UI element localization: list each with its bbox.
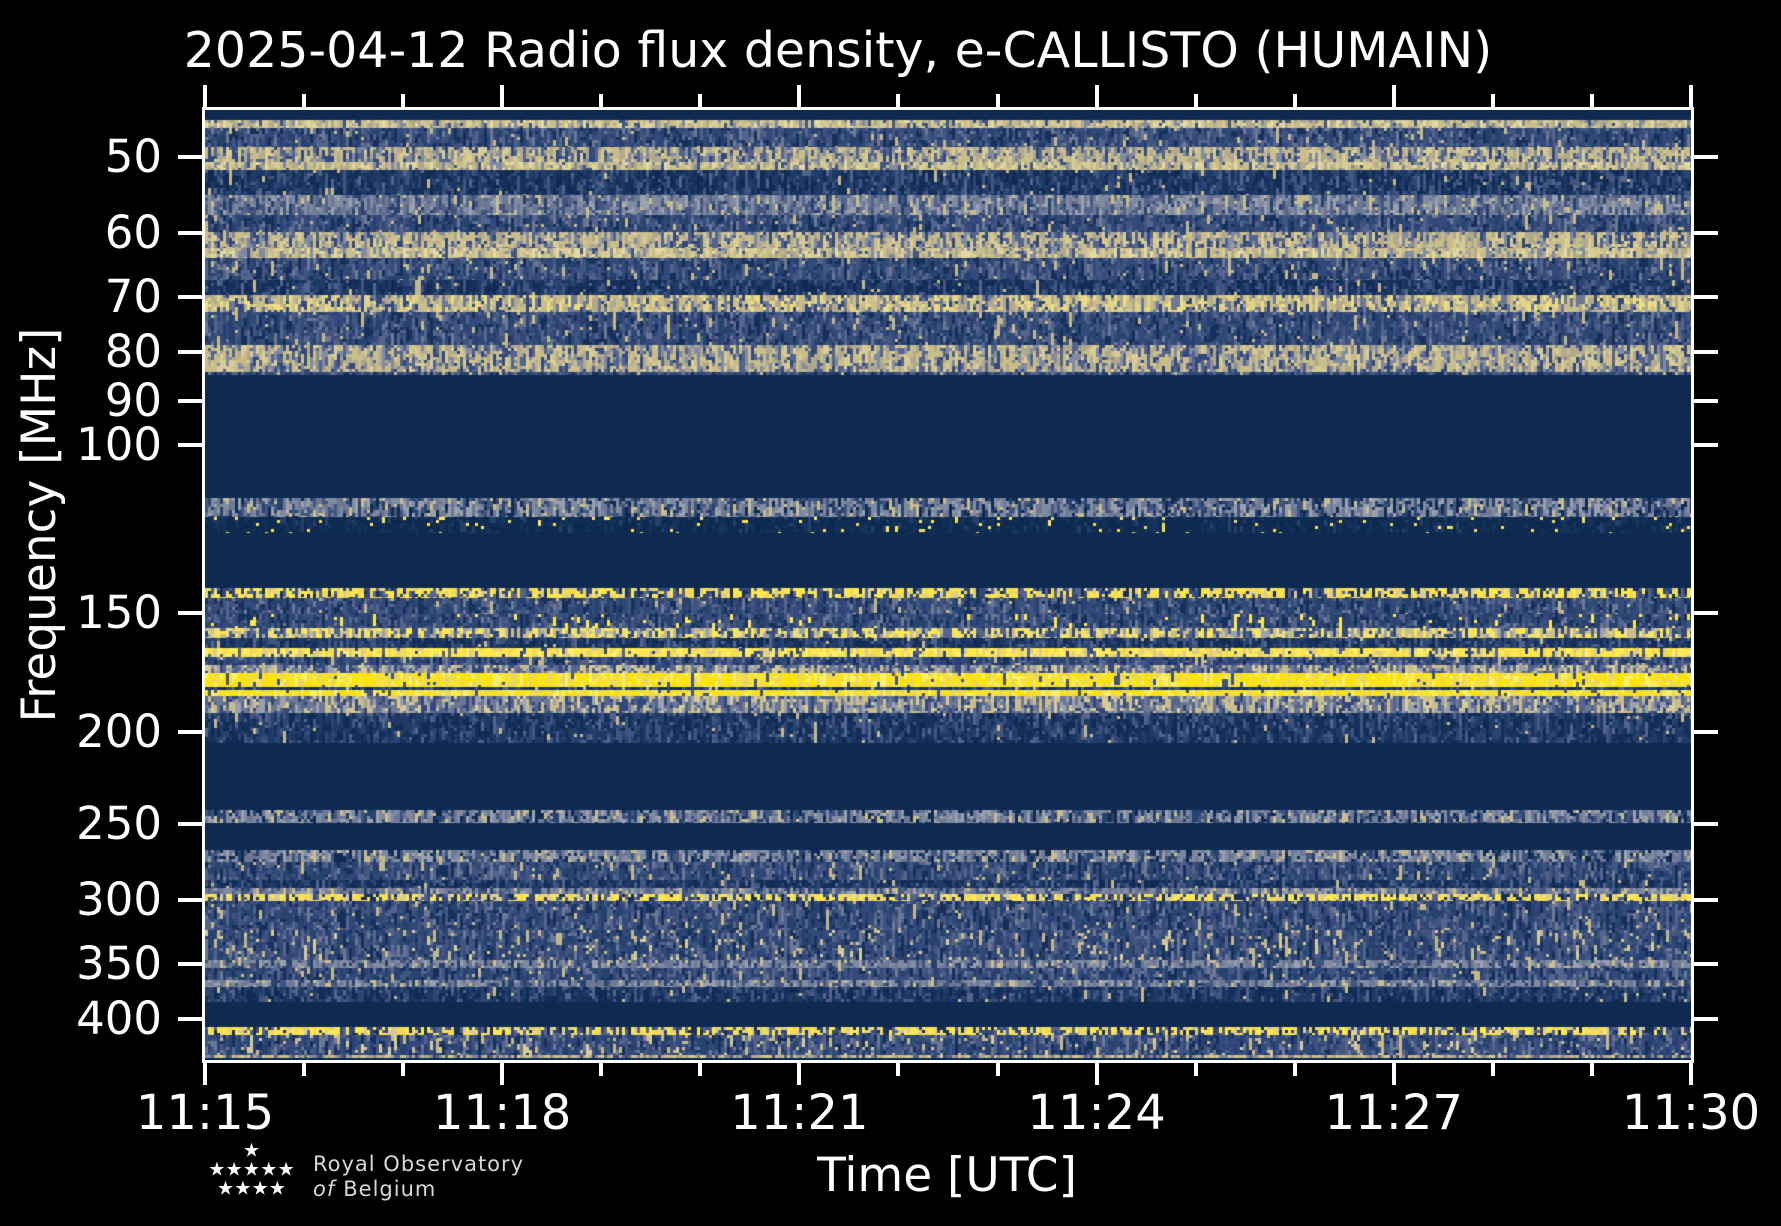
y-major-tick	[178, 442, 202, 447]
y-tick-label: 300	[76, 872, 162, 926]
y-major-tick-right	[1694, 729, 1718, 734]
y-major-tick-right	[1694, 398, 1718, 403]
y-major-tick-right	[1694, 1017, 1718, 1021]
y-tick-label: 150	[76, 585, 162, 639]
star-icon: ★	[260, 1158, 278, 1181]
star-icon: ★	[225, 1158, 243, 1181]
x-axis-label: Time [UTC]	[817, 1148, 1077, 1203]
x-minor-tick	[1589, 1063, 1594, 1076]
y-major-tick	[178, 822, 202, 827]
rob-logo-text-line1: Royal Observatory	[313, 1152, 525, 1176]
x-major-tick	[1689, 1063, 1693, 1085]
x-major-tick	[500, 1063, 505, 1085]
y-axis-label: Frequency [MHz]	[12, 327, 67, 723]
star-icon: ★	[268, 1177, 286, 1200]
chart-title: 2025-04-12 Radio flux density, e-CALLIST…	[183, 22, 1493, 79]
x-minor-tick-top	[698, 94, 703, 107]
star-icon: ★	[251, 1177, 269, 1200]
star-icon: ★	[242, 1139, 261, 1162]
x-tick-label: 11:15	[135, 1085, 275, 1141]
star-icon: ★	[234, 1177, 252, 1200]
x-major-tick	[797, 1063, 802, 1085]
x-major-tick-top	[1391, 85, 1396, 107]
x-major-tick-top	[1094, 85, 1099, 107]
x-minor-tick-top	[1292, 94, 1297, 107]
y-major-tick-right	[1694, 230, 1718, 235]
y-major-tick	[178, 610, 202, 615]
rob-logo-of: of	[313, 1177, 336, 1201]
y-major-tick	[178, 350, 202, 355]
x-minor-tick-top	[896, 94, 901, 107]
x-minor-tick	[401, 1063, 406, 1076]
y-tick-label: 70	[104, 269, 162, 323]
x-minor-tick-top	[1193, 94, 1198, 107]
y-major-tick	[178, 961, 202, 966]
y-major-tick-right	[1694, 442, 1718, 447]
y-tick-label: 100	[76, 417, 162, 471]
rob-logo-belgium: Belgium	[343, 1177, 437, 1201]
y-major-tick-right	[1694, 610, 1718, 615]
x-major-tick	[1391, 1063, 1396, 1085]
y-major-tick-right	[1694, 350, 1718, 355]
y-major-tick	[178, 294, 202, 299]
y-major-tick-right	[1694, 155, 1718, 160]
x-major-tick	[1094, 1063, 1099, 1085]
x-tick-label: 11:30	[1621, 1085, 1761, 1141]
rob-logo-text-line2: of Belgium	[313, 1177, 436, 1201]
x-minor-tick-top	[1490, 94, 1495, 107]
x-minor-tick	[1292, 1063, 1297, 1076]
star-icon: ★	[208, 1158, 226, 1181]
y-major-tick	[178, 729, 202, 734]
y-tick-label: 400	[76, 992, 162, 1045]
y-tick-label: 50	[104, 130, 162, 184]
y-major-tick	[178, 230, 202, 235]
y-tick-label: 80	[104, 325, 162, 379]
spectrogram-heatmap	[205, 110, 1691, 1060]
x-major-tick-top	[1689, 85, 1693, 107]
x-tick-label: 11:24	[1027, 1085, 1166, 1141]
x-minor-tick	[1490, 1063, 1495, 1076]
x-minor-tick-top	[995, 94, 1000, 107]
y-major-tick-right	[1694, 897, 1718, 902]
x-minor-tick-top	[1589, 94, 1594, 107]
x-minor-tick	[599, 1063, 604, 1076]
x-minor-tick-top	[302, 94, 307, 107]
x-major-tick-top	[797, 85, 802, 107]
x-tick-label: 11:18	[433, 1085, 572, 1141]
y-major-tick	[178, 155, 202, 160]
y-tick-label: 90	[104, 373, 162, 427]
x-minor-tick	[302, 1063, 307, 1076]
x-minor-tick	[995, 1063, 1000, 1076]
y-major-tick	[178, 398, 202, 403]
star-icon: ★	[242, 1158, 261, 1181]
y-major-tick-right	[1694, 822, 1718, 827]
star-icon: ★	[277, 1158, 295, 1181]
y-major-tick	[178, 897, 202, 902]
y-major-tick-right	[1694, 961, 1718, 966]
x-minor-tick	[896, 1063, 901, 1076]
y-tick-label: 200	[76, 704, 162, 758]
y-tick-label: 250	[76, 797, 162, 851]
y-tick-label: 350	[76, 936, 162, 990]
x-tick-label: 11:21	[730, 1085, 869, 1141]
x-minor-tick-top	[401, 94, 406, 107]
x-minor-tick-top	[599, 94, 604, 107]
x-minor-tick	[698, 1063, 703, 1076]
y-major-tick-right	[1694, 294, 1718, 299]
star-icon: ★	[217, 1177, 235, 1200]
x-minor-tick	[1193, 1063, 1198, 1076]
x-major-tick	[203, 1063, 207, 1085]
y-major-tick	[178, 1017, 202, 1021]
x-major-tick-top	[500, 85, 505, 107]
x-major-tick-top	[203, 85, 207, 107]
y-tick-label: 60	[104, 205, 162, 259]
x-tick-label: 11:27	[1324, 1085, 1463, 1141]
